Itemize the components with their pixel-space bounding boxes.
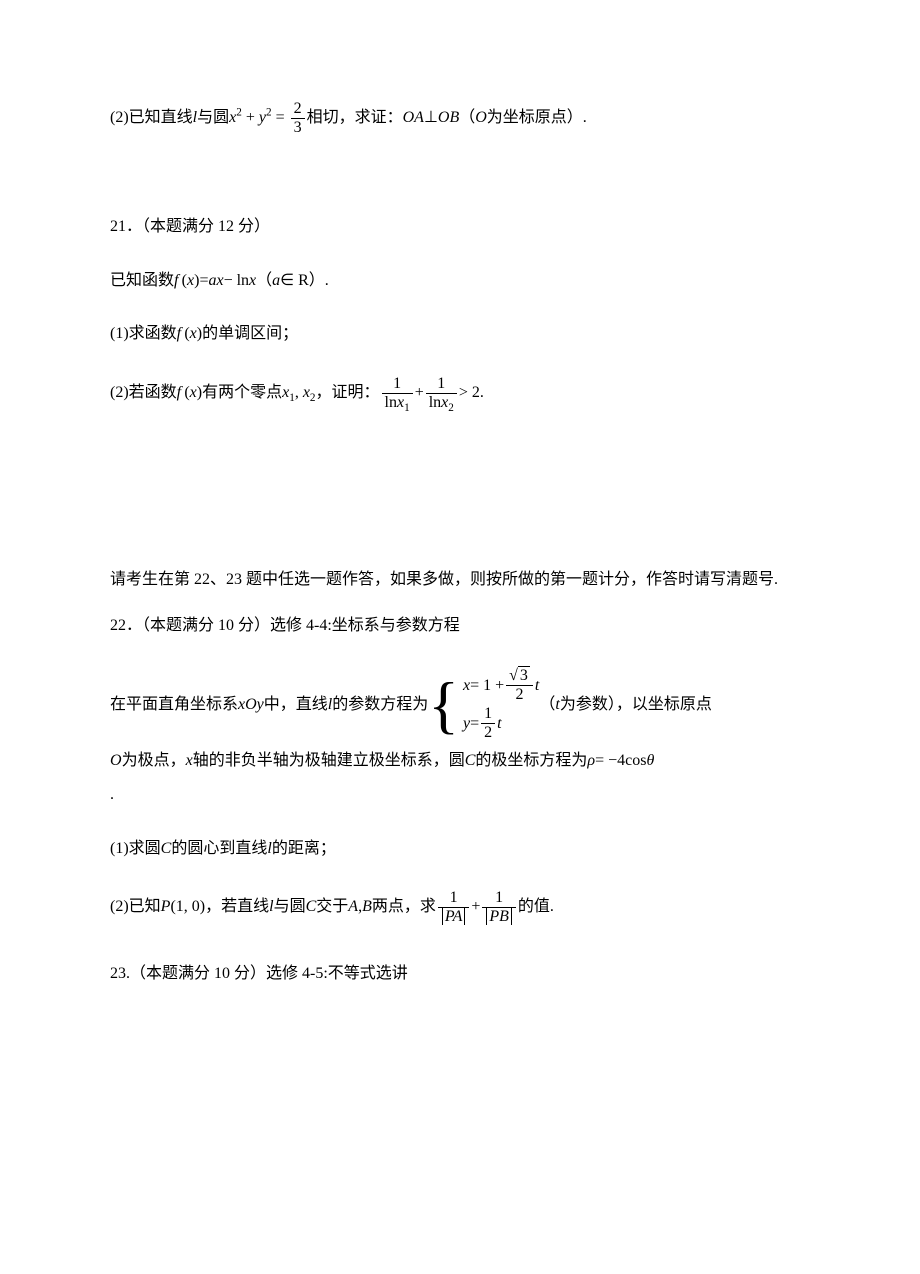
text: (1)求函数 [110, 321, 177, 347]
text: 为极点， [122, 748, 186, 774]
text: 的距离； [272, 836, 336, 862]
a: A [348, 894, 358, 920]
ob: OB [438, 105, 459, 131]
cond-open: （ [256, 268, 272, 294]
q22: 22．（本题满分 10 分）选修 4-4:坐标系与参数方程 在平面直角坐标系 x… [110, 613, 810, 926]
plus: + [415, 380, 424, 406]
text: 两点，求 [372, 894, 436, 920]
var-o: O [475, 105, 487, 131]
p-coords: (1, 0) [170, 894, 205, 920]
text: 有两个零点 [202, 380, 282, 406]
spacer [110, 164, 810, 214]
q21-header: 21．（本题满分 12 分） [110, 214, 810, 240]
xoy: xOy [238, 692, 264, 718]
frac-pb: 1 PB [482, 889, 516, 925]
eq: = [199, 268, 208, 294]
x: x [186, 748, 193, 774]
q21-sub1: (1)求函数 f (x) 的单调区间； [110, 321, 810, 347]
ax: ax [208, 268, 223, 294]
text: (2)已知 [110, 894, 161, 920]
text: （ [459, 105, 475, 131]
p: P [161, 894, 171, 920]
q22-sub1: (1)求圆 C 的圆心到直线 l 的距离； [110, 836, 810, 862]
text: 的极坐标方程为 [475, 748, 587, 774]
q21-intro: 已知函数 f (x) = ax − ln x （ a ∈ R ）. [110, 268, 810, 294]
text: 中，直线 [264, 692, 328, 718]
x1: x1 [282, 380, 295, 406]
text: 轴的非负半轴为极轴建立极坐标系，圆 [193, 748, 465, 774]
oa: OA [403, 105, 424, 131]
text: 的单调区间； [202, 321, 298, 347]
text: 交于 [316, 894, 348, 920]
q23-header: 23.（本题满分 10 分）选修 4-5:不等式选讲 [110, 961, 810, 987]
b: B [362, 894, 372, 920]
param-note-open: （ [539, 692, 555, 718]
text: 与圆 [274, 894, 306, 920]
brace-icon: { [428, 676, 459, 734]
text: 在平面直角坐标系 [110, 692, 238, 718]
c: C [306, 894, 317, 920]
comma: , [295, 380, 303, 406]
perp: ⊥ [424, 105, 438, 131]
o: O [110, 748, 122, 774]
text: 为坐标原点）. [487, 105, 587, 131]
plus: + [242, 105, 259, 131]
gt2: > 2 [459, 380, 480, 406]
frac-2-3: 2 3 [291, 100, 305, 136]
fx: f (x) [177, 321, 202, 347]
q22-line2: O 为极点， x 轴的非负半轴为极轴建立极坐标系，圆 C 的极坐标方程为 ρ =… [110, 748, 810, 774]
text: 与圆 [197, 105, 229, 131]
theta: θ [646, 748, 654, 774]
param-note: 为参数），以坐标原点 [560, 692, 712, 718]
period: . [480, 380, 484, 406]
q22-header: 22．（本题满分 10 分）选修 4-4:坐标系与参数方程 [110, 613, 810, 639]
text: 已知函数 [110, 268, 174, 294]
eq-x: x2 [229, 105, 242, 131]
spacer [110, 447, 810, 567]
q23: 23.（本题满分 10 分）选修 4-5:不等式选讲 [110, 961, 810, 987]
text: (1)求圆 [110, 836, 161, 862]
x2: x2 [303, 380, 316, 406]
eq-y: y2 [259, 105, 272, 131]
eq: = −4cos [595, 748, 646, 774]
c: C [465, 748, 476, 774]
q21-sub2: (2)若函数 f (x) 有两个零点 x1 , x2 ，证明： 1 lnx1 +… [110, 375, 810, 411]
text: (2)已知直线 [110, 105, 193, 131]
text: 的值. [518, 894, 554, 920]
frac2: 1 lnx2 [426, 375, 457, 411]
fx: f (x) [174, 268, 199, 294]
text: 的圆心到直线 [171, 836, 267, 862]
rho: ρ [587, 748, 595, 774]
cond-close: ）. [309, 268, 329, 294]
text: ，证明： [316, 380, 380, 406]
a2: a [272, 268, 280, 294]
c: C [161, 836, 172, 862]
q22-intro: 在平面直角坐标系 xOy 中，直线 l 的参数方程为 { x = 1 + √3 … [110, 666, 810, 742]
in-r: ∈ R [280, 268, 309, 294]
frac-pa: 1 PA [438, 889, 469, 925]
q22-sub2: (2)已知 P (1, 0) ，若直线 l 与圆 C 交于 A , B 两点，求… [110, 889, 810, 925]
text: (2)若函数 [110, 380, 177, 406]
minus-ln: − ln [224, 268, 249, 294]
sys-row-y: y = 1 2 t [463, 704, 539, 742]
instruction: 请考生在第 22、23 题中任选一题作答，如果多做，则按所做的第一题计分，作答时… [110, 567, 810, 593]
sys-row-x: x = 1 + √3 2 t [463, 666, 539, 704]
plus: + [471, 894, 480, 920]
q21: 21．（本题满分 12 分） 已知函数 f (x) = ax − ln x （ … [110, 214, 810, 411]
text: ，若直线 [205, 894, 269, 920]
q20-sub2: (2)已知直线 l 与圆 x2 + y2 = 2 3 相切，求证： OA ⊥ O… [110, 100, 810, 136]
q22-period: . [110, 782, 810, 808]
equals: = [272, 105, 289, 131]
param-system: { x = 1 + √3 2 t y = 1 2 [428, 666, 539, 742]
x2: x [249, 268, 256, 294]
frac1: 1 lnx1 [382, 375, 413, 411]
fx: f (x) [177, 380, 202, 406]
text: 相切，求证： [307, 105, 403, 131]
text: 的参数方程为 [332, 692, 428, 718]
